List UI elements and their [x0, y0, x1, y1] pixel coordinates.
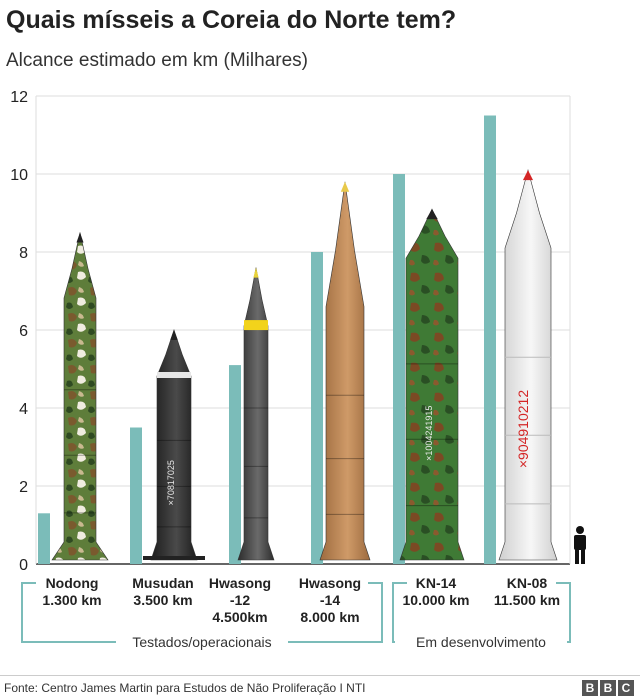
missile-illustration	[51, 232, 109, 561]
bar-hwasong-12	[229, 365, 241, 564]
group-bracket-development: Em desenvolvimento	[392, 582, 571, 651]
bar-nodong	[38, 513, 50, 564]
missile-body	[319, 181, 371, 561]
bar-kn-08	[484, 115, 496, 564]
y-tick-label: 8	[19, 245, 28, 262]
x-category-label: -12	[230, 592, 250, 608]
x-category-label: Hwasong	[299, 575, 361, 591]
bbc-logo-letter-b1: B	[582, 680, 598, 696]
missile-illustration	[237, 267, 275, 561]
human-leg-left	[575, 549, 579, 564]
footer-divider	[0, 675, 640, 676]
x-category-label: KN-14	[416, 575, 457, 591]
source-note: Fonte: Centro James Martin para Estudos …	[4, 681, 366, 695]
x-category-label: 4.500km	[212, 609, 267, 625]
y-tick-label: 10	[10, 167, 28, 184]
bar-kn-14	[393, 174, 405, 564]
group-label: Testados/operacionais	[132, 634, 271, 650]
x-category-label: 1.300 km	[42, 592, 101, 608]
y-tick-label: 0	[19, 557, 28, 574]
missile-body	[237, 267, 275, 561]
y-tick-label: 2	[19, 479, 28, 496]
x-category-label: KN-08	[507, 575, 548, 591]
human-head	[576, 526, 584, 534]
human-scale-icon	[574, 526, 586, 564]
bbc-logo: B B C	[582, 680, 634, 696]
x-category-label: 3.500 km	[133, 592, 192, 608]
missile-nose-tip	[76, 232, 84, 243]
bar-musudan	[130, 427, 142, 564]
x-category-label: 11.500 km	[494, 592, 560, 608]
y-tick-label: 4	[19, 401, 28, 418]
group-label-bg	[116, 633, 288, 651]
bar-hwasong-14	[311, 252, 323, 564]
missile-nose-tip	[253, 267, 259, 278]
y-tick-label: 12	[10, 89, 28, 106]
human-torso	[574, 535, 586, 550]
missile-body	[150, 329, 198, 561]
x-category-label: Nodong	[46, 575, 99, 591]
y-gridlines: 0 2 4 6 8 10 12	[10, 89, 570, 574]
missile-nose-tip	[170, 330, 178, 340]
page-title: Quais mísseis a Coreia do Norte tem?	[6, 6, 457, 34]
missile-launch-stand	[143, 556, 205, 560]
missile-body	[498, 168, 558, 561]
missile-illustration: ×904910212	[498, 168, 558, 561]
missile-yellow-band	[244, 320, 268, 331]
missile-nose-tip	[522, 170, 534, 181]
human-leg-right	[581, 549, 585, 564]
missile-nose-tip	[340, 181, 350, 192]
missile-illustration: ×70817025	[143, 329, 205, 561]
bbc-logo-letter-c: C	[618, 680, 634, 696]
x-category-label: 8.000 km	[300, 609, 359, 625]
missile-body	[399, 208, 465, 561]
chart-subtitle: Alcance estimado em km (Milhares)	[6, 50, 308, 71]
missile-illustration: ×1004241915	[399, 208, 465, 561]
x-category-label: Hwasong	[209, 575, 271, 591]
missile-serial-marking: ×70817025	[166, 460, 176, 505]
group-label: Em desenvolvimento	[416, 634, 546, 650]
y-tick-label: 6	[19, 323, 28, 340]
missile-white-band	[157, 372, 191, 378]
missile-body	[51, 232, 109, 561]
missile-serial-marking: ×1004241915	[424, 406, 434, 461]
x-category-label: 10.000 km	[403, 592, 470, 608]
x-category-label: -14	[320, 592, 340, 608]
group-label-bg	[395, 633, 567, 651]
missile-illustration	[319, 181, 371, 561]
x-category-label: Musudan	[132, 575, 193, 591]
missile-range-chart: 0 2 4 6 8 10 12 ×70817025 ×1004241915 ×904910212 N…	[10, 89, 586, 651]
missile-nose-tip	[426, 209, 438, 220]
group-bracket-tested: Testados/operacionais	[21, 582, 383, 651]
bbc-logo-letter-b2: B	[600, 680, 616, 696]
missile-serial-marking: ×904910212	[515, 390, 531, 468]
